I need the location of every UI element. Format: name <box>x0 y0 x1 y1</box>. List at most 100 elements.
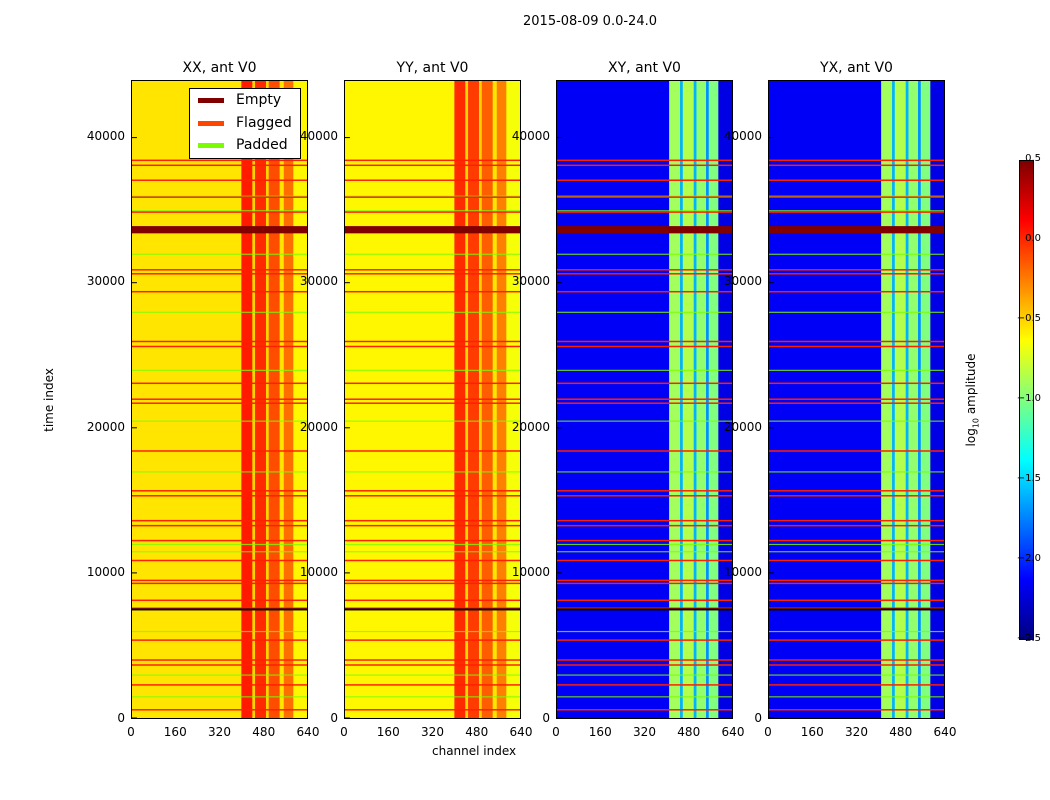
flagged-row <box>345 211 520 213</box>
flagged-row <box>769 495 944 497</box>
flagged-row <box>345 599 520 602</box>
panel-title: XY, ant V0 <box>608 60 681 76</box>
colorbar-tick-label: 0.5 <box>1025 153 1041 164</box>
padded-row <box>557 543 732 546</box>
colorbar-tick-label: −1.5 <box>1016 473 1041 484</box>
flagged-row <box>345 579 520 582</box>
flagged-row <box>345 340 520 343</box>
flagged-row <box>132 684 307 686</box>
padded-row <box>132 630 307 633</box>
flagged-row <box>132 490 307 492</box>
padded-row <box>132 369 307 371</box>
flagged-row <box>345 345 520 348</box>
flagged-row <box>132 519 307 522</box>
colorbar-tick-label: −2.5 <box>1016 633 1041 644</box>
padded-row <box>557 420 732 422</box>
flagged-row <box>132 269 307 271</box>
flagged-row <box>769 524 944 527</box>
flagged-row <box>132 398 307 400</box>
x-axis-label: channel index <box>432 744 517 758</box>
x-tick-label: 160 <box>376 725 400 739</box>
y-tick-label: 20000 <box>723 419 762 434</box>
x-tick-label: 640 <box>509 725 533 739</box>
empty-row <box>769 226 944 234</box>
flagged-row <box>132 659 307 661</box>
flagged-row <box>557 709 732 711</box>
padded-row <box>132 195 307 197</box>
y-tick-label: 10000 <box>86 565 125 580</box>
padded-row <box>345 195 520 197</box>
flagged-row <box>345 290 520 293</box>
flagged-row <box>132 599 307 602</box>
y-tick-label: 20000 <box>511 419 550 434</box>
padded-row <box>557 551 732 553</box>
flagged-row <box>345 398 520 400</box>
flagged-row <box>769 450 944 452</box>
flagged-row <box>557 211 732 213</box>
x-tick-label: 320 <box>633 725 656 739</box>
flagged-row <box>557 582 732 585</box>
colorbar-tick-label: −1.0 <box>1016 393 1041 404</box>
y-tick-label: 40000 <box>723 128 762 143</box>
flagged-row <box>557 607 732 609</box>
y-tick-label: 30000 <box>511 274 550 289</box>
padded-row <box>132 696 307 698</box>
y-tick-label: 30000 <box>723 274 762 289</box>
flagged-row <box>132 196 307 198</box>
y-tick-label: 0 <box>330 711 338 725</box>
flagged-row <box>132 273 307 275</box>
x-tick-label: 160 <box>800 725 824 739</box>
padded-row <box>769 696 944 698</box>
flagged-row <box>132 579 307 582</box>
flagged-row <box>557 340 732 343</box>
flagged-row <box>557 269 732 271</box>
flagged-row <box>557 664 732 666</box>
padded-row <box>557 195 732 197</box>
y-tick-label: 10000 <box>723 565 762 580</box>
y-tick-label: 20000 <box>299 419 338 434</box>
flagged-row <box>345 382 520 385</box>
flagged-row <box>769 582 944 585</box>
flagged-row <box>557 402 732 404</box>
padded-row <box>345 630 520 633</box>
padded-row <box>132 551 307 553</box>
padded-row <box>345 696 520 698</box>
empty-row <box>557 608 732 611</box>
flagged-row <box>132 290 307 293</box>
padded-row <box>345 551 520 553</box>
x-tick-label: 480 <box>889 725 913 739</box>
flagged-row <box>557 490 732 492</box>
padded-row <box>769 551 944 553</box>
flagged-row <box>769 709 944 711</box>
flagged-row <box>345 664 520 666</box>
flagged-row <box>769 179 944 181</box>
flagged-row <box>557 684 732 686</box>
flagged-row <box>557 450 732 452</box>
flagged-row <box>557 639 732 641</box>
panel-title: YY, ant V0 <box>396 60 469 76</box>
flagged-row <box>769 684 944 686</box>
flagged-row <box>769 402 944 404</box>
flagged-row <box>132 664 307 666</box>
flagged-row <box>769 159 944 162</box>
flagged-row <box>345 539 520 542</box>
flagged-row <box>345 273 520 275</box>
flagged-row <box>769 382 944 385</box>
flagged-row <box>345 402 520 404</box>
padded-row <box>345 674 520 676</box>
flagged-row <box>769 164 944 167</box>
padded-row <box>132 543 307 546</box>
flagged-row <box>345 519 520 522</box>
flagged-row <box>132 709 307 711</box>
legend-swatch-padded <box>198 142 224 148</box>
flagged-row <box>345 684 520 686</box>
colorbar-tick-label: 0.0 <box>1025 233 1041 244</box>
flagged-row <box>557 382 732 385</box>
x-tick-label: 640 <box>296 725 320 739</box>
flagged-row <box>132 559 307 562</box>
flagged-row <box>345 490 520 492</box>
x-tick-label: 480 <box>252 725 276 739</box>
flagged-row <box>132 639 307 641</box>
y-tick-label: 10000 <box>511 565 550 580</box>
flagged-row <box>345 159 520 162</box>
